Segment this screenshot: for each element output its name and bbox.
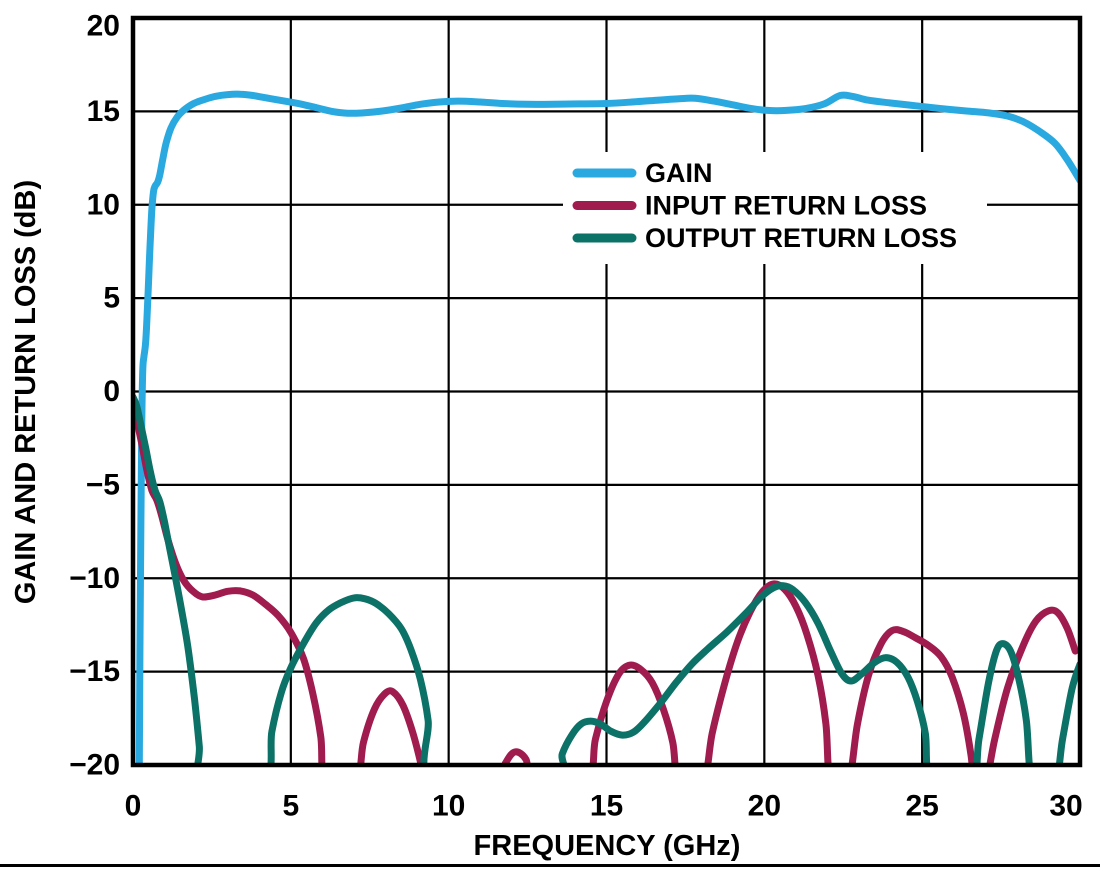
x-tick-label-15: 15: [590, 790, 623, 823]
x-tick-label-20: 20: [748, 790, 781, 823]
x-axis-title: FREQUENCY (GHz): [474, 830, 741, 862]
legend-label-output-return-loss: OUTPUT RETURN LOSS: [645, 223, 957, 253]
y-tick-label--15: −15: [69, 655, 120, 688]
x-axis-tick-labels: 0 5 10 15 20 25 30: [125, 790, 1083, 823]
x-tick-label-30: 30: [1049, 790, 1082, 823]
y-tick-label-15: 15: [87, 95, 120, 128]
y-tick-label-10: 10: [87, 188, 120, 221]
y-tick-label--20: −20: [69, 749, 120, 782]
x-tick-label-0: 0: [125, 790, 142, 823]
y-axis-tick-labels: 20 15 10 5 0 −5 −10 −15 −20: [69, 10, 120, 782]
series-line-input-return-loss: [133, 404, 1079, 765]
series-line-output-return-loss: [133, 393, 1080, 765]
x-tick-label-10: 10: [432, 790, 465, 823]
y-tick-label-5: 5: [103, 282, 120, 315]
y-tick-label--10: −10: [69, 562, 120, 595]
series-line-gain: [135, 90, 1080, 765]
y-tick-label-20: 20: [87, 10, 120, 43]
figure-bottom-rule: [0, 864, 1100, 867]
y-tick-label-0: 0: [103, 375, 120, 408]
series-lines: [133, 90, 1080, 765]
legend-label-gain: GAIN: [645, 158, 713, 188]
plot-border: [130, 15, 1083, 768]
y-tick-label--5: −5: [86, 468, 120, 501]
x-tick-label-5: 5: [282, 790, 299, 823]
legend-label-input-return-loss: INPUT RETURN LOSS: [645, 191, 927, 221]
y-axis-title: GAIN AND RETURN LOSS (dB): [10, 180, 42, 604]
x-tick-label-25: 25: [905, 790, 938, 823]
